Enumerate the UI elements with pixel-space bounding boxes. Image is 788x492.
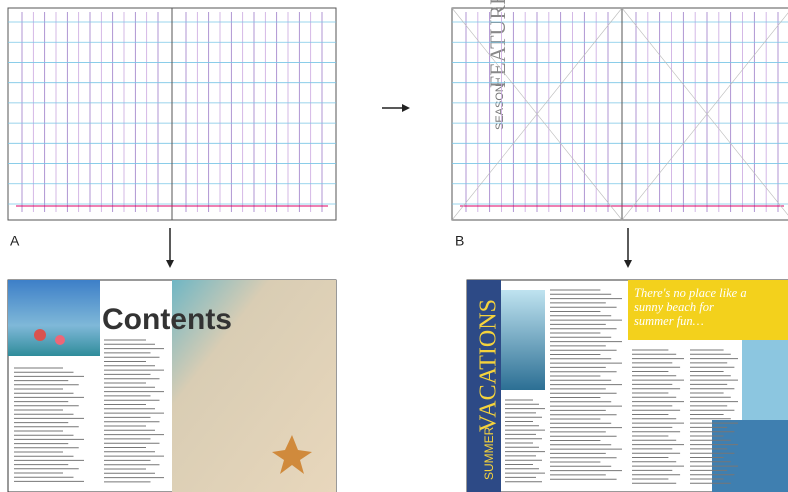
photo-flower xyxy=(55,335,65,345)
headline-box: There's no place like a sunny beach for … xyxy=(634,286,754,338)
master-spread-a xyxy=(8,8,336,220)
vacations-title: VACATIONS xyxy=(476,299,502,432)
vacations-kicker: SUMMER xyxy=(482,426,496,480)
layout-a: Contents xyxy=(8,280,336,492)
contents-title: Contents xyxy=(102,303,232,336)
master-spread-b: SEASON FEATURE xyxy=(452,0,788,220)
photo-jetski xyxy=(712,420,788,492)
photo-beach xyxy=(8,280,100,356)
diagram: A SEASON FEATURE B Contents SUMMER VACAT… xyxy=(0,0,788,492)
label-a: A xyxy=(10,233,20,249)
layout-b: SUMMER VACATIONS There's no place like a… xyxy=(467,280,788,492)
master-title: FEATURE xyxy=(485,0,510,88)
photo-palm xyxy=(501,290,545,390)
arrow-right xyxy=(382,104,410,112)
arrow-down xyxy=(624,228,632,268)
photo-flower xyxy=(34,329,46,341)
arrow-down xyxy=(166,228,174,268)
photo-child xyxy=(742,340,788,420)
label-b: B xyxy=(455,233,464,249)
headline: There's no place like a sunny beach for … xyxy=(634,286,754,328)
